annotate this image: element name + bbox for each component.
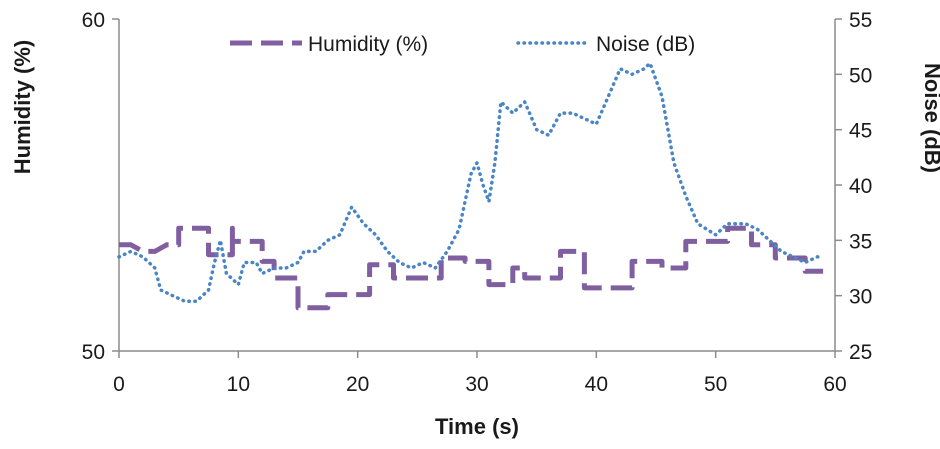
x-tick-label: 50 <box>704 373 727 396</box>
legend-label-humidity: Humidity (%) <box>308 33 428 56</box>
series-line-noise-db <box>117 61 825 303</box>
legend-label-noise-db: Noise (dB) <box>596 33 695 56</box>
series-line-humidity <box>119 225 824 311</box>
x-tick-label: 10 <box>227 373 250 396</box>
left-y-tick-label: 60 <box>82 9 105 32</box>
right-y-tick-label: 50 <box>849 64 872 87</box>
right-y-tick-label: 40 <box>849 175 872 198</box>
x-tick-label: 60 <box>823 373 846 396</box>
x-tick-label: 20 <box>346 373 369 396</box>
left-y-axis-title: Humidity (%) <box>10 40 35 174</box>
legend: Humidity (%) Noise (dB) <box>230 33 695 56</box>
right-y-tick-label: 35 <box>849 230 872 253</box>
left-y-tick-label: 50 <box>82 341 105 364</box>
x-axis-title: Time (s) <box>435 414 519 439</box>
right-y-axis-title: Noise (dB) <box>920 63 940 173</box>
right-y-tick-label: 30 <box>849 286 872 309</box>
x-tick-label: 40 <box>585 373 608 396</box>
right-y-tick-label: 45 <box>849 120 872 143</box>
x-tick-label: 0 <box>113 373 125 396</box>
right-y-tick-label: 55 <box>849 9 872 32</box>
right-y-tick-label: 25 <box>849 341 872 364</box>
x-tick-label: 30 <box>465 373 488 396</box>
